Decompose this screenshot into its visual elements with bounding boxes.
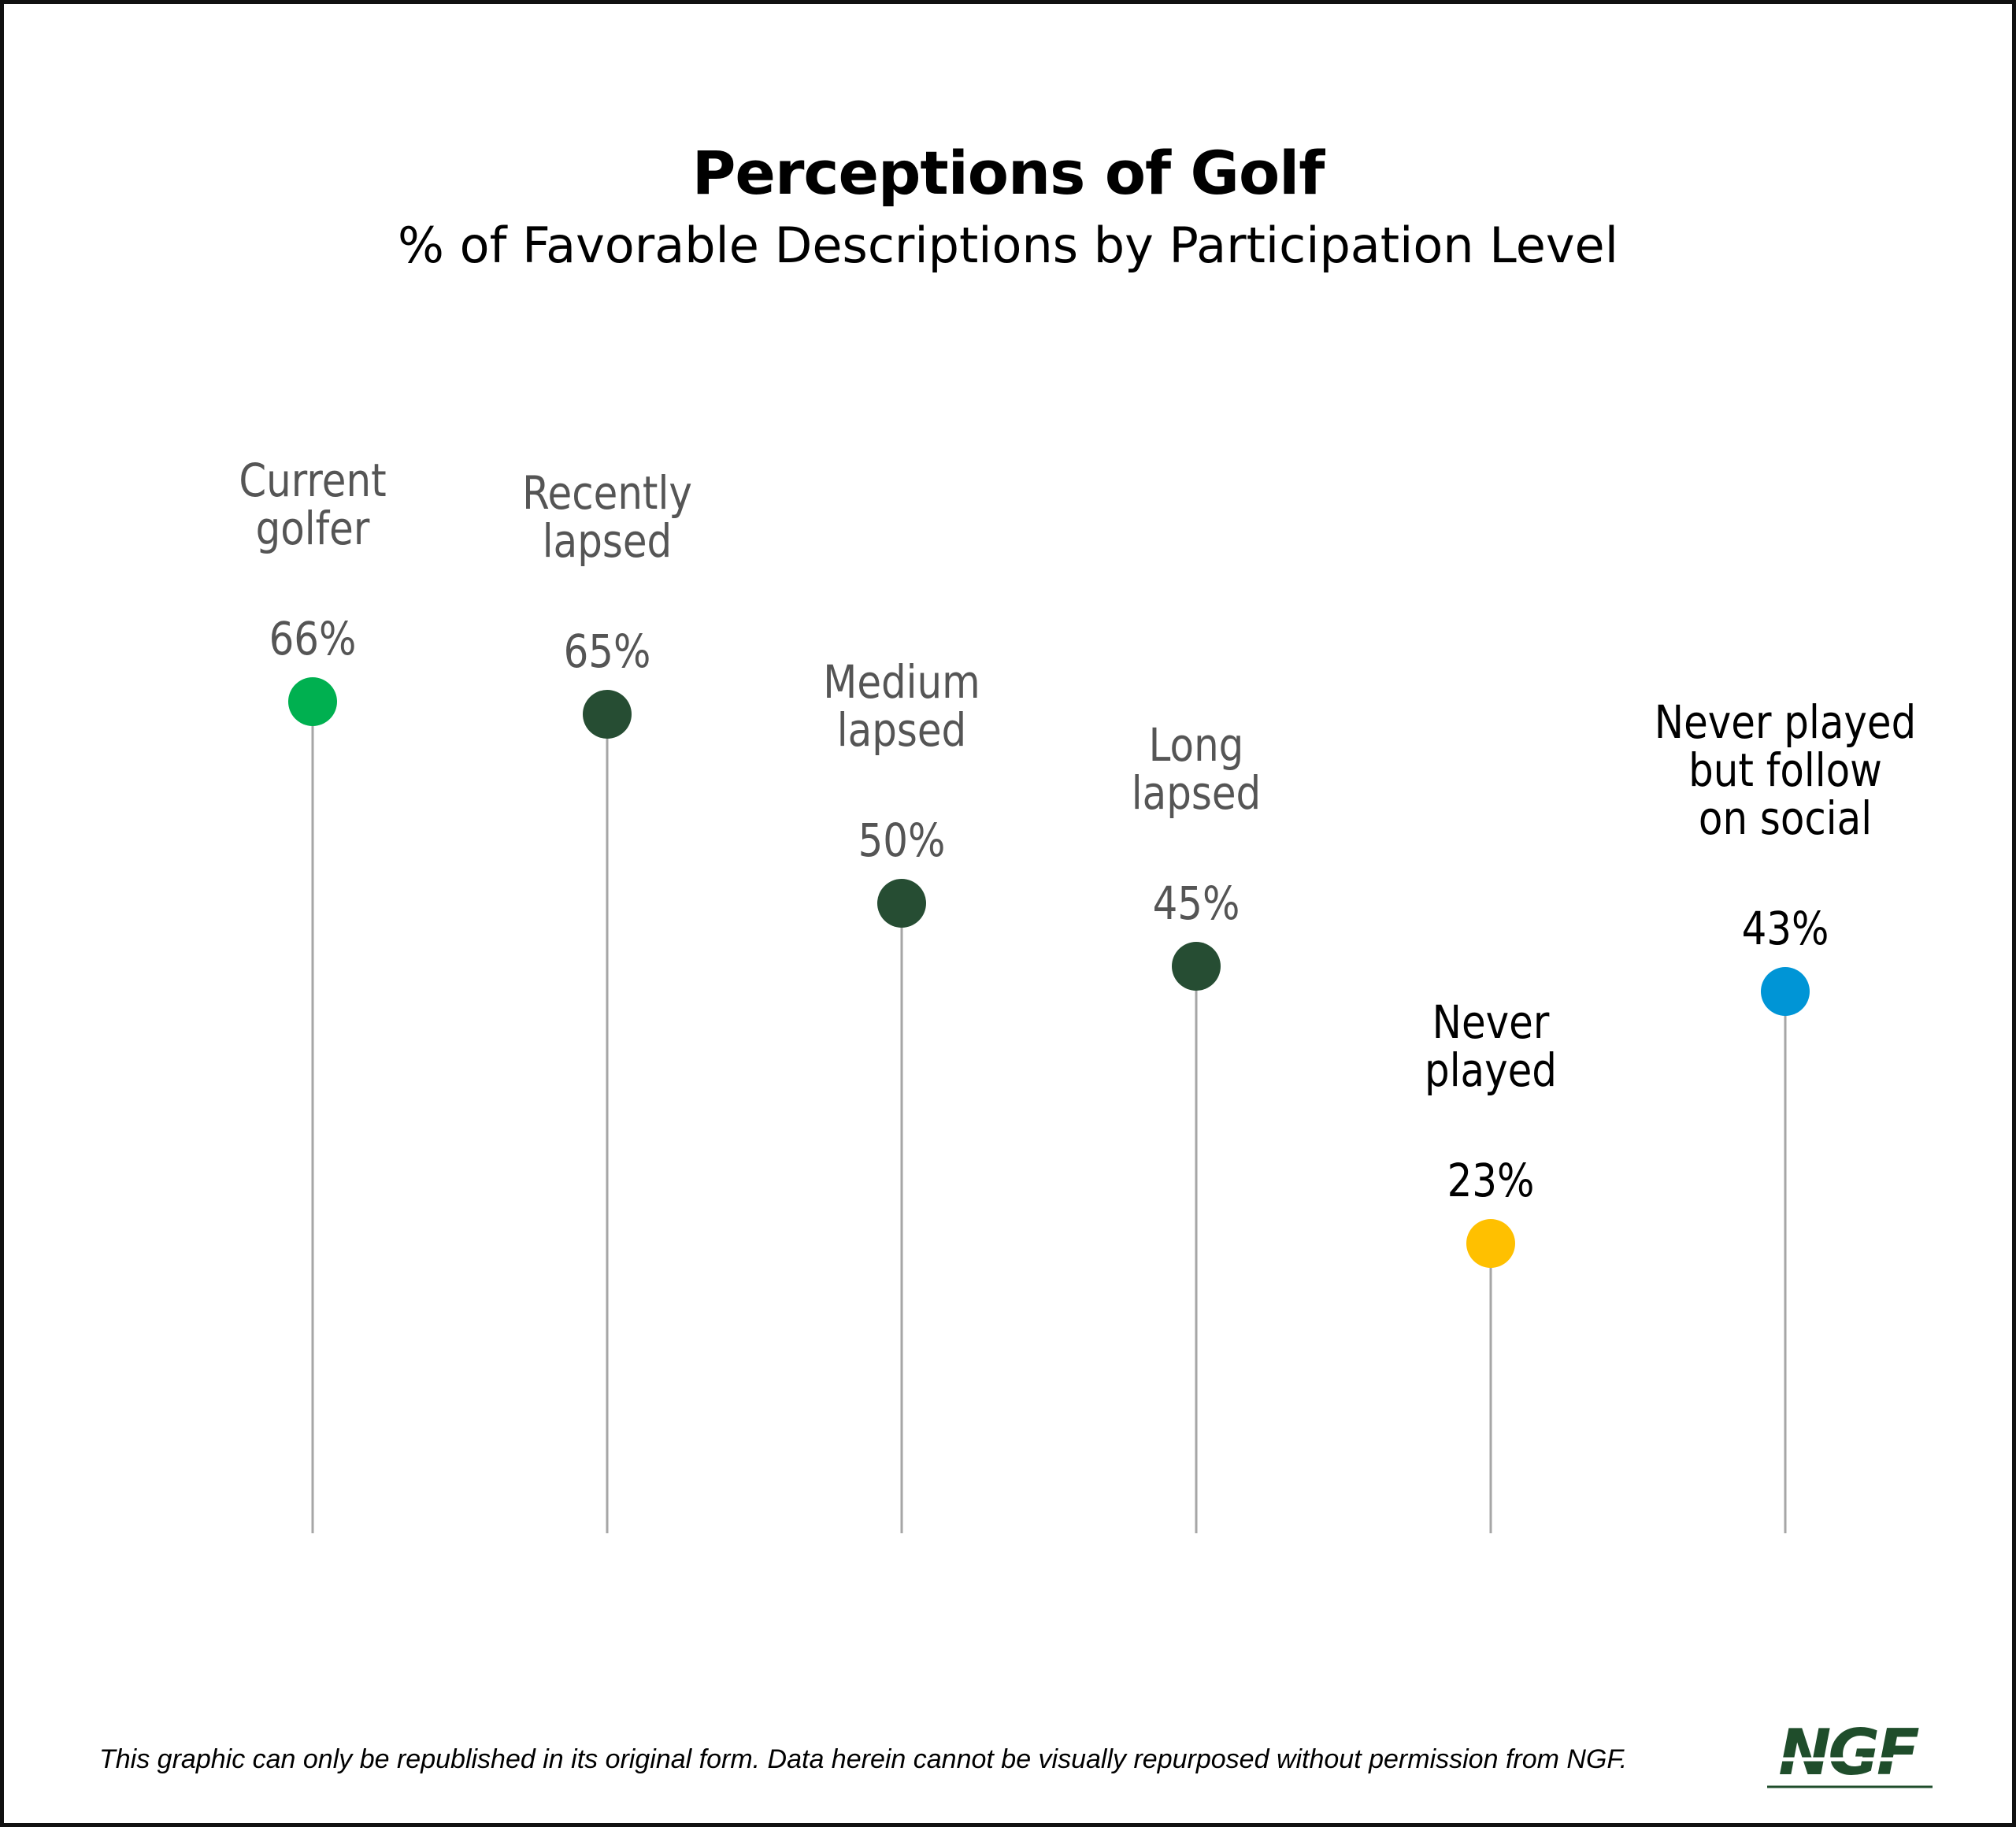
value-label: 43% xyxy=(1742,902,1829,955)
category-label: Never played xyxy=(1655,695,1916,749)
data-point xyxy=(288,677,337,726)
data-point xyxy=(877,879,926,928)
ngf-logo: NGF xyxy=(1766,1719,1933,1789)
value-label: 65% xyxy=(564,624,651,678)
category-label: Long xyxy=(1149,718,1244,772)
logo-lettering: NGF xyxy=(1778,1719,1919,1789)
data-point xyxy=(1172,942,1221,991)
category-label: Recently xyxy=(522,466,692,520)
category-label: Never xyxy=(1432,995,1550,1049)
data-point xyxy=(1761,967,1810,1016)
value-label: 23% xyxy=(1447,1154,1535,1207)
category-label: Current xyxy=(239,454,386,507)
category-label: Medium xyxy=(823,655,980,709)
category-label: lapsed xyxy=(1132,766,1261,820)
chart-subtitle: % of Favorable Descriptions by Participa… xyxy=(398,217,1618,274)
category-label: on social xyxy=(1699,791,1872,845)
value-label: 45% xyxy=(1153,876,1240,930)
category-label: but follow xyxy=(1688,743,1882,797)
data-point xyxy=(583,690,632,739)
data-point xyxy=(1466,1219,1515,1268)
value-label: 50% xyxy=(858,813,946,867)
footnote: This graphic can only be republished in … xyxy=(99,1744,1628,1774)
category-label: golfer xyxy=(256,502,370,555)
category-label: lapsed xyxy=(837,703,966,757)
chart-title: Perceptions of Golf xyxy=(691,138,1325,208)
category-label: lapsed xyxy=(543,514,672,568)
value-label: 66% xyxy=(269,612,357,665)
category-label: played xyxy=(1425,1043,1557,1097)
